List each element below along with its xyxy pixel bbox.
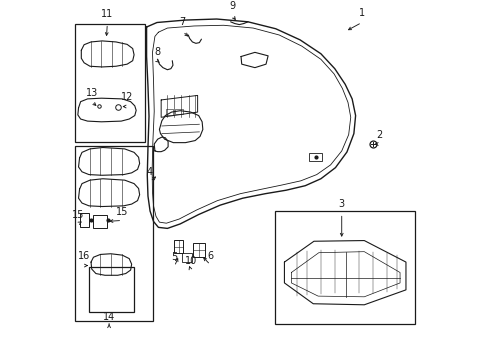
Text: 3: 3: [338, 199, 344, 209]
Bar: [75, 23, 144, 141]
Text: 12: 12: [121, 93, 133, 102]
Text: 2: 2: [375, 130, 382, 140]
Bar: [75, 146, 153, 321]
Text: 7: 7: [179, 17, 185, 27]
Text: 15: 15: [116, 207, 128, 217]
Text: 10: 10: [184, 256, 196, 266]
Bar: [165, 109, 173, 114]
Text: 14: 14: [103, 312, 115, 323]
Text: 13: 13: [85, 87, 98, 98]
Text: 11: 11: [101, 9, 113, 19]
Text: 4: 4: [147, 167, 153, 177]
Text: 9: 9: [229, 1, 235, 12]
Bar: [93, 215, 106, 228]
Text: 5: 5: [171, 252, 177, 262]
Bar: [182, 253, 192, 262]
Bar: [89, 267, 134, 312]
Text: 15: 15: [72, 210, 84, 220]
Bar: [274, 211, 414, 324]
Bar: [173, 240, 183, 253]
Bar: [309, 153, 321, 161]
Text: 6: 6: [207, 251, 213, 261]
Text: 8: 8: [154, 46, 160, 57]
Text: 1: 1: [358, 8, 364, 18]
Bar: [192, 243, 204, 257]
Bar: [175, 109, 183, 114]
Bar: [80, 213, 89, 227]
Text: 16: 16: [78, 251, 90, 261]
